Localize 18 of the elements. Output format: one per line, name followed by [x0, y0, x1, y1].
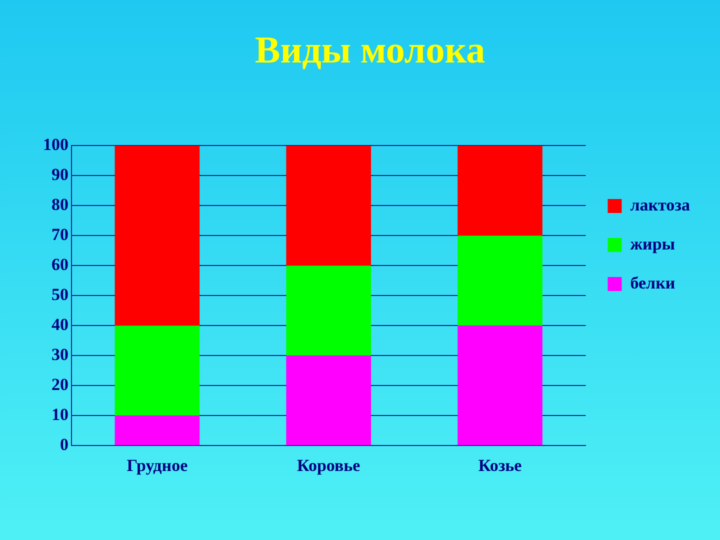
y-tick-label: 70	[52, 224, 68, 244]
x-tick-label: Грудное	[126, 456, 188, 476]
y-tick-label: 20	[52, 374, 68, 394]
legend-label: жиры	[630, 234, 676, 254]
legend-label: белки	[630, 273, 676, 292]
x-tick-label: Коровье	[296, 456, 361, 476]
y-tick-label: 90	[52, 164, 68, 184]
y-tick-label: 100	[43, 134, 68, 154]
y-tick-label: 80	[52, 194, 68, 214]
chart-title: Виды молока	[254, 30, 486, 72]
y-tick-label: 60	[52, 254, 68, 274]
y-tick-label: 30	[52, 344, 68, 364]
legend-label: лактоза	[630, 195, 690, 214]
y-tick-label: 50	[52, 284, 68, 304]
y-tick-label: 10	[52, 404, 68, 424]
x-tick-label: Козье	[478, 456, 522, 476]
y-tick-label: 40	[52, 314, 68, 334]
y-tick-label: 0	[60, 434, 68, 454]
